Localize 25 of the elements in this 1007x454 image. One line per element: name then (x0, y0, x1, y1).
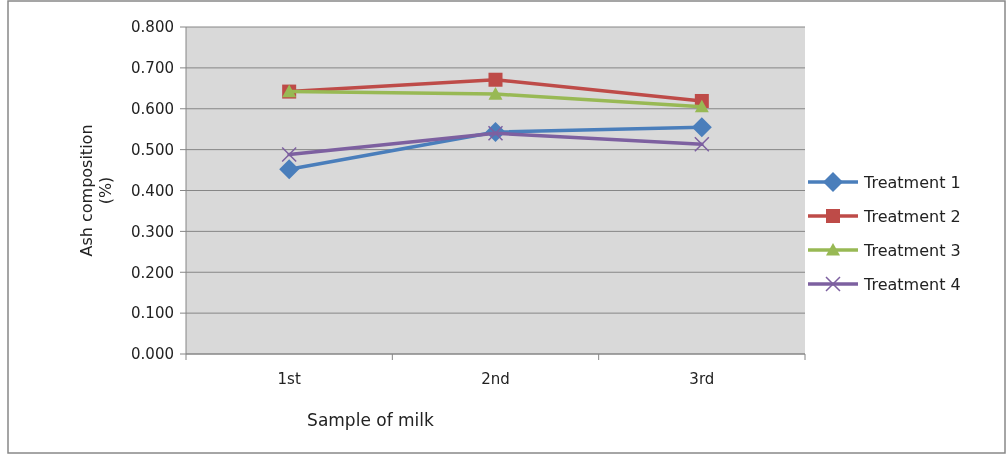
point (279, 159, 300, 180)
point (694, 99, 709, 113)
x-axis-title: Sample of milk (307, 410, 435, 430)
x-tick-label: 2nd (481, 370, 510, 388)
point (281, 146, 297, 163)
y-tick-label: 0.000 (131, 345, 174, 364)
y-axis-title: Ash composition (%) (77, 124, 116, 257)
y-tick-label: 0.200 (131, 263, 174, 282)
y-tick-label: 0.300 (131, 222, 174, 241)
y-tick-label: 0.500 (131, 140, 174, 159)
point (694, 136, 710, 153)
y-tick-label: 0.700 (131, 59, 174, 78)
legend-label: Treatment 1 (863, 172, 961, 192)
legend-label: Treatment 2 (863, 206, 961, 226)
legend-label: Treatment 3 (863, 240, 961, 260)
y-tick-label: 0.100 (131, 304, 174, 323)
y-tick-label: 0.400 (131, 181, 174, 200)
x-tick-label: 1st (277, 370, 301, 388)
legend-label: Treatment 4 (863, 274, 961, 294)
y-tick-label: 0.600 (131, 100, 174, 118)
y-tick-label: 0.800 (131, 18, 174, 37)
point (488, 87, 503, 100)
x-tick-label: 3rd (689, 370, 715, 388)
point (691, 117, 712, 138)
point (488, 72, 503, 87)
